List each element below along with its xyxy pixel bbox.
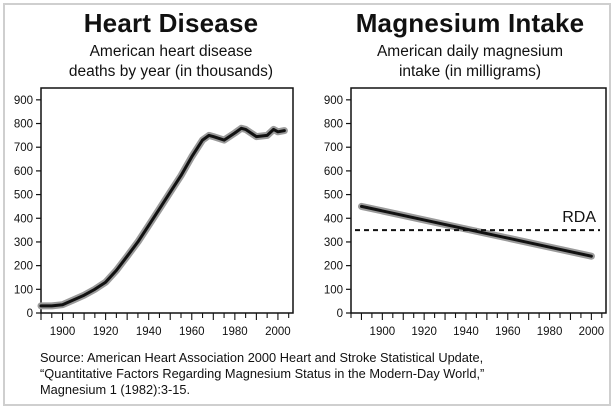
magnesium-y-tick-label: 700 [324, 142, 343, 154]
heart-disease-x-tick-label: 1900 [50, 326, 76, 338]
magnesium-y-tick-label: 900 [324, 95, 343, 107]
magnesium-intake-title: Magnesium Intake [355, 8, 585, 38]
magnesium-y-tick-label: 200 [324, 261, 343, 273]
source-line-1: Source: American Heart Association 2000 … [40, 350, 484, 365]
source-note: Source: American Heart Association 2000 … [40, 350, 600, 398]
heart-disease-y-tick-label: 400 [14, 213, 33, 225]
magnesium-y-tick-label: 600 [324, 166, 343, 178]
magnesium-x-tick-label: 2000 [579, 326, 605, 338]
magnesium-y-tick-label: 100 [324, 284, 343, 296]
heart-disease-y-tick-label: 100 [14, 284, 33, 296]
magnesium-intake-chart: 0 100 200 300 400 500 600 700 800 900 1900 1920 1940… [324, 87, 607, 338]
magnesium-x-tick-label: 1920 [411, 326, 437, 338]
heart-disease-y-tick-label: 0 [27, 308, 33, 320]
magnesium-x-tick-label: 1940 [453, 326, 479, 338]
heart-disease-x-tick-label: 1980 [222, 326, 248, 338]
magnesium-plot-frame [350, 87, 607, 314]
magnesium-series-line [360, 204, 593, 258]
heart-disease-chart: 0 100 200 300 400 500 600 700 800 900 1900 1920 1940… [14, 87, 294, 338]
magnesium-rda-label: RDA [562, 209, 596, 226]
magnesium-x-tick-label: 1960 [495, 326, 521, 338]
heart-disease-x-tick-label: 2000 [265, 326, 291, 338]
source-line-3: Magnesium 1 (1982):3-15. [40, 382, 191, 397]
magnesium-y-tick-label: 300 [324, 237, 343, 249]
heart-disease-y-tick-label: 600 [14, 166, 33, 178]
heart-disease-subtitle-line-1: American heart disease [89, 43, 253, 60]
heart-disease-subtitle: American heart disease deaths by year (i… [26, 42, 316, 82]
magnesium-y-tick-label: 400 [324, 213, 343, 225]
magnesium-x-tick-label: 1900 [370, 326, 396, 338]
heart-disease-series-line [39, 126, 286, 308]
source-line-2: “Quantitative Factors Regarding Magnesiu… [40, 366, 485, 381]
magnesium-subtitle-line-1: American daily magnesium [376, 43, 564, 60]
heart-disease-title: Heart Disease [83, 8, 259, 38]
heart-disease-y-tick-label: 800 [14, 119, 33, 131]
heart-disease-y-tick-label: 900 [14, 95, 33, 107]
magnesium-subtitle-line-2: intake (in milligrams) [398, 63, 542, 80]
magnesium-x-tick-label: 1980 [537, 326, 563, 338]
heart-disease-y-tick-label: 700 [14, 142, 33, 154]
magnesium-y-tick-label: 0 [337, 308, 343, 320]
heart-disease-y-tick-label: 300 [14, 237, 33, 249]
heart-disease-subtitle-line-2: deaths by year (in thousands) [68, 63, 274, 80]
magnesium-y-tick-label: 800 [324, 119, 343, 131]
magnesium-y-tick-label: 500 [324, 190, 343, 202]
heart-disease-x-tick-label: 1920 [93, 326, 119, 338]
magnesium-intake-subtitle: American daily magnesium intake (in mill… [325, 42, 615, 82]
heart-disease-x-tick-label: 1940 [136, 326, 162, 338]
charts-canvas: 0 100 200 300 400 500 600 700 800 900 1900 1920 1940… [14, 87, 607, 338]
heart-disease-x-tick-label: 1960 [179, 326, 205, 338]
figure-frame [3, 3, 611, 406]
heart-disease-y-tick-label: 200 [14, 261, 33, 273]
heart-disease-y-tick-label: 500 [14, 190, 33, 202]
